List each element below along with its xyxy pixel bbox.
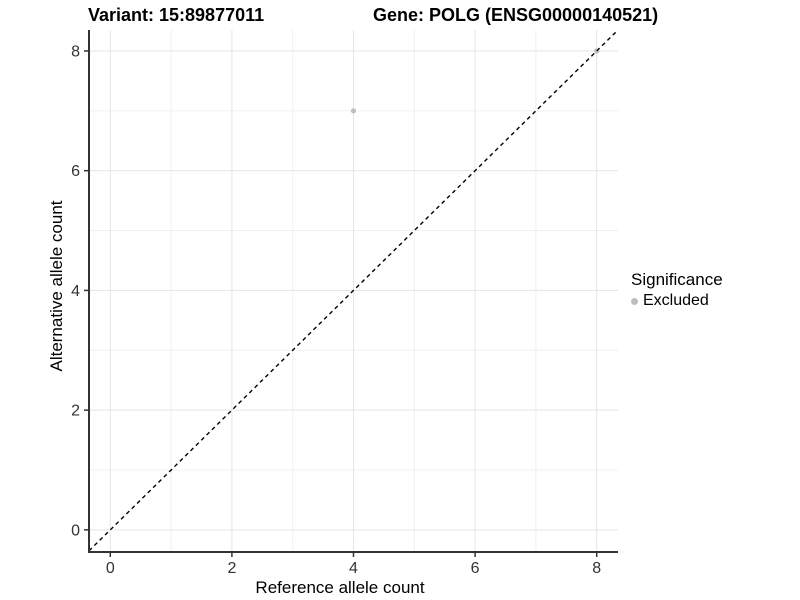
- data-point: [350, 108, 357, 114]
- y-axis-title: Alternative allele count: [47, 200, 66, 372]
- y-tick-label: 0: [71, 522, 80, 539]
- x-tick-label: 6: [471, 560, 480, 577]
- x-tick-label: 8: [592, 560, 601, 577]
- y-tick-label: 6: [71, 163, 80, 180]
- y-tick-label: 4: [71, 283, 80, 300]
- legend-title: Significance: [631, 270, 723, 289]
- legend: Significance Excluded: [631, 270, 723, 310]
- x-tick-label: 4: [349, 560, 358, 577]
- x-axis-title: Reference allele count: [255, 578, 425, 597]
- x-tick-label: 2: [227, 560, 236, 577]
- y-tick-label: 2: [71, 403, 80, 420]
- plot-title-variant: Variant: 15:89877011: [88, 5, 265, 25]
- legend-entry-label: Excluded: [643, 292, 709, 309]
- legend-entry-excluded: Excluded: [631, 292, 723, 310]
- plot-title-gene: Gene: POLG (ENSG00000140521): [373, 5, 659, 25]
- y-tick-label: 8: [71, 43, 80, 60]
- legend-key-dot-icon: [631, 297, 638, 305]
- identity-dashed-line: [88, 29, 619, 552]
- x-tick-label: 0: [106, 560, 115, 577]
